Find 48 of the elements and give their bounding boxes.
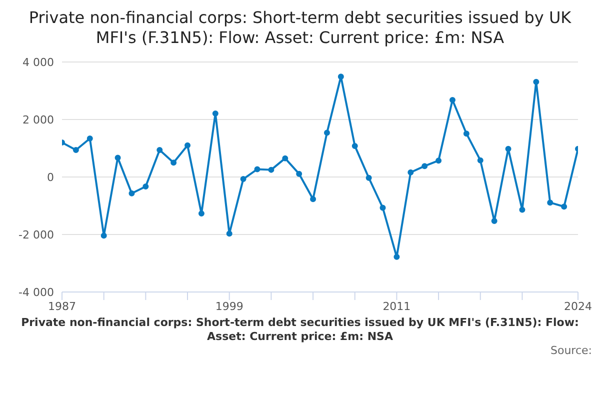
point — [561, 204, 568, 210]
point — [100, 232, 107, 239]
point — [86, 135, 93, 142]
point — [380, 204, 386, 211]
point — [282, 155, 288, 162]
y-tick-label: -4 000 — [18, 286, 54, 299]
point — [463, 130, 470, 137]
point — [310, 196, 316, 202]
point — [505, 146, 512, 152]
point — [477, 157, 484, 164]
point — [422, 163, 428, 170]
x-tick-label: 1987 — [48, 300, 76, 313]
point — [352, 142, 358, 149]
point — [170, 160, 177, 166]
text: Private non-financial corps: Short-term debt securities issued by UK MFI's (F.31N5): Flow: Asset: Current price: £m: NSA — [20, 316, 580, 344]
point — [268, 166, 274, 173]
point — [254, 166, 260, 172]
y-tick-label: -2 000 — [18, 228, 54, 242]
point — [72, 146, 79, 153]
point — [519, 206, 526, 213]
point — [394, 254, 400, 260]
chart-title: Private non-financial corps: Short-term debt securities issued by UK MFI's (F.31N5): Flow: Asset: Current price: £m: NSA — [28, 8, 572, 48]
point — [533, 78, 540, 85]
point — [142, 183, 149, 190]
point — [547, 200, 554, 206]
x-tick-label: 1999 — [215, 300, 244, 313]
point — [226, 230, 232, 237]
y-tick-label: 2 000 — [22, 113, 54, 126]
x-tick-label: 2024 — [564, 300, 592, 313]
point — [324, 130, 330, 136]
point — [212, 110, 218, 116]
point — [184, 142, 191, 148]
point — [436, 158, 442, 164]
point — [491, 218, 498, 224]
point — [408, 169, 414, 176]
point — [114, 154, 121, 161]
point — [128, 190, 135, 196]
x-tick-label: 2011 — [382, 300, 411, 313]
point — [240, 176, 246, 182]
point — [338, 74, 344, 80]
y-tick-label: 0 — [47, 170, 54, 184]
point — [449, 96, 456, 103]
point — [198, 210, 204, 217]
point — [156, 146, 163, 153]
y-tick-label: 4 000 — [22, 56, 54, 69]
point — [296, 170, 302, 177]
point — [366, 174, 372, 181]
source-note: Source: — [550, 344, 592, 358]
